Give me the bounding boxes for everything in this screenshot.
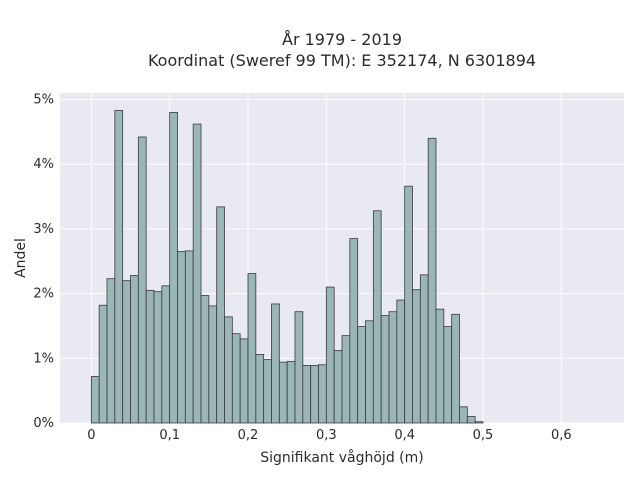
histogram-bar [388,311,398,424]
histogram-bar [341,335,351,424]
histogram-bar [271,303,280,424]
histogram-bar [310,365,319,424]
x-tick-label: 0 [87,428,95,443]
histogram-bar [153,291,163,424]
y-tick-label: 2% [33,287,54,302]
histogram-bar [419,274,429,424]
histogram-bar [365,320,374,424]
histogram-bar [443,326,453,424]
histogram-bar [90,376,100,424]
histogram-bar [263,359,272,424]
y-tick-label: 3% [33,222,54,237]
histogram-bar [231,333,241,424]
histogram-bar [427,137,437,424]
histogram-bar [357,326,366,424]
histogram-bar [114,110,124,424]
chart-subtitle: Koordinat (Sweref 99 TM): E 352174, N 63… [148,51,536,70]
histogram-bar [177,251,186,424]
histogram-bar [372,210,382,424]
histogram-bar [98,304,108,424]
chart-title: År 1979 - 2019 [282,30,402,49]
histogram-bar [169,112,178,424]
histogram-bar [325,286,335,424]
x-tick-label: 0,5 [473,428,494,443]
x-tick-label: 0,2 [238,428,259,443]
histogram-bar [122,280,131,424]
x-tick-label: 0,4 [394,428,415,443]
y-tick-label: 0% [33,416,54,431]
histogram-bar [404,185,413,424]
histogram-bar [451,313,460,424]
histogram-bar [184,250,194,424]
y-axis-label: Andel [13,238,29,278]
histogram-bar [278,361,288,424]
histogram-bar [380,315,390,424]
histogram-bar [145,289,155,424]
histogram-bar [161,285,171,424]
x-tick-label: 0,1 [159,428,180,443]
histogram-bar [247,273,257,424]
x-tick-label: 0,3 [316,428,337,443]
histogram-bar [286,361,296,424]
x-tick-labels: 0 0,1 0,2 0,3 0,4 0,5 0,6 [87,428,571,443]
histogram-bar [216,206,225,424]
histogram-bar [318,364,327,424]
histogram-bar [459,406,468,424]
histogram-bar [137,136,147,424]
histogram-bar [192,123,202,424]
histogram-bar [466,416,476,424]
histogram-bar [106,278,116,424]
histogram-bar [294,311,304,424]
histogram-bar [130,275,139,424]
histogram-bar [302,365,312,424]
histogram-bar [200,295,210,424]
histogram-bar [224,316,233,424]
y-tick-label: 4% [33,157,54,172]
histogram-bar [239,338,249,424]
histogram-bar [255,354,265,424]
y-tick-label: 5% [33,92,54,107]
x-axis-label: Signifikant våghöjd (m) [260,449,423,466]
histogram-bar [412,289,421,424]
histogram-bar [396,299,406,424]
histogram-bar [208,305,218,424]
x-tick-label: 0,6 [551,428,572,443]
histogram-bar [474,421,484,424]
y-tick-label: 1% [33,351,54,366]
bars [90,110,484,424]
histogram-bar [349,238,359,424]
y-tick-labels: 0% 1% 2% 3% 4% 5% [33,92,54,431]
histogram-bar [333,350,343,424]
histogram-bar [435,308,445,424]
